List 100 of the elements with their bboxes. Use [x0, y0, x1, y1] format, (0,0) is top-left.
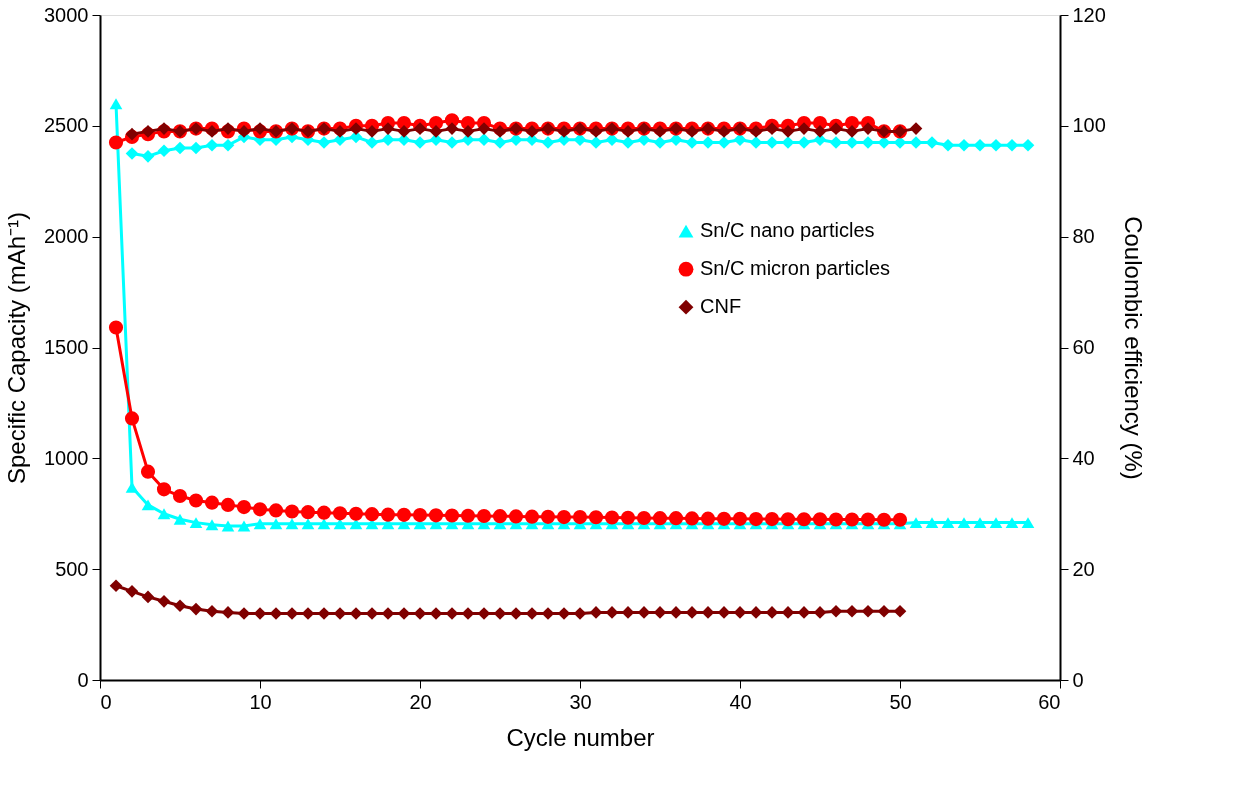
point [204, 495, 220, 510]
point [621, 136, 635, 149]
point [189, 602, 203, 616]
point [396, 507, 412, 522]
y2-tick-label: 100 [1072, 114, 1106, 137]
point [509, 133, 523, 147]
point [173, 141, 187, 155]
point [381, 607, 395, 620]
point [861, 604, 875, 618]
point [364, 507, 380, 522]
point [941, 138, 955, 152]
point [957, 138, 971, 152]
point [205, 604, 219, 618]
point [493, 607, 507, 620]
point [381, 122, 395, 135]
point [156, 482, 172, 497]
point [237, 520, 251, 532]
point [572, 510, 588, 525]
point [1005, 138, 1019, 152]
y-tick-label: 3000 [44, 3, 89, 26]
point [125, 481, 139, 493]
point [716, 511, 732, 526]
point [141, 590, 155, 604]
point [1021, 517, 1035, 529]
point [365, 125, 379, 138]
point [365, 136, 379, 149]
point [845, 604, 859, 618]
point [141, 499, 155, 511]
point [493, 136, 507, 149]
point [476, 508, 492, 524]
point [717, 125, 731, 138]
point [349, 122, 363, 135]
point [445, 136, 459, 149]
point [1005, 517, 1019, 529]
point [989, 138, 1003, 152]
point [381, 133, 395, 147]
point [461, 125, 475, 138]
point [668, 511, 684, 526]
y-tick-label: 1500 [44, 336, 89, 358]
point [621, 125, 635, 138]
point [221, 138, 235, 152]
point [477, 122, 491, 135]
point [780, 512, 796, 527]
y-axis-title: Specific Capacity (mAh⁻¹) [3, 211, 31, 485]
y2-tick-label: 60 [1072, 336, 1095, 358]
point [701, 136, 715, 149]
point [429, 607, 443, 620]
point [589, 136, 603, 149]
point [205, 519, 219, 531]
point [125, 585, 139, 598]
point [733, 133, 747, 147]
point [844, 512, 860, 527]
point [557, 125, 571, 138]
point [765, 606, 779, 619]
point [237, 607, 251, 620]
point [108, 135, 124, 150]
point [269, 518, 283, 530]
point [876, 512, 892, 527]
y2-tick-label: 40 [1072, 446, 1095, 469]
point [797, 606, 811, 619]
point [796, 512, 812, 527]
point [493, 125, 507, 138]
point [748, 512, 764, 527]
point [333, 125, 347, 138]
point [221, 606, 235, 619]
point [604, 510, 620, 525]
point [813, 125, 827, 138]
point [189, 517, 203, 529]
point [413, 607, 427, 620]
point [301, 607, 315, 620]
point [429, 125, 443, 138]
point [508, 509, 524, 524]
y-tick-label: 0 [77, 668, 89, 691]
point [605, 606, 619, 619]
point [861, 122, 875, 135]
point [781, 606, 795, 619]
point [829, 122, 843, 135]
point [285, 518, 299, 530]
point [349, 607, 363, 620]
point [221, 122, 235, 135]
x-tick-label: 10 [249, 690, 272, 713]
point [556, 510, 572, 525]
point [237, 125, 251, 138]
point [461, 607, 475, 620]
y-tick-label: 2500 [44, 114, 89, 137]
point [620, 510, 636, 525]
point [412, 508, 428, 523]
point [765, 122, 779, 135]
point [348, 506, 364, 521]
point [109, 579, 123, 593]
point [333, 518, 347, 530]
point [749, 136, 763, 149]
point [701, 606, 715, 619]
point [589, 125, 603, 138]
point [108, 320, 124, 335]
point [157, 508, 171, 520]
x-tick-label: 0 [100, 690, 112, 713]
point [141, 125, 155, 138]
point [445, 122, 459, 135]
point [157, 594, 171, 608]
